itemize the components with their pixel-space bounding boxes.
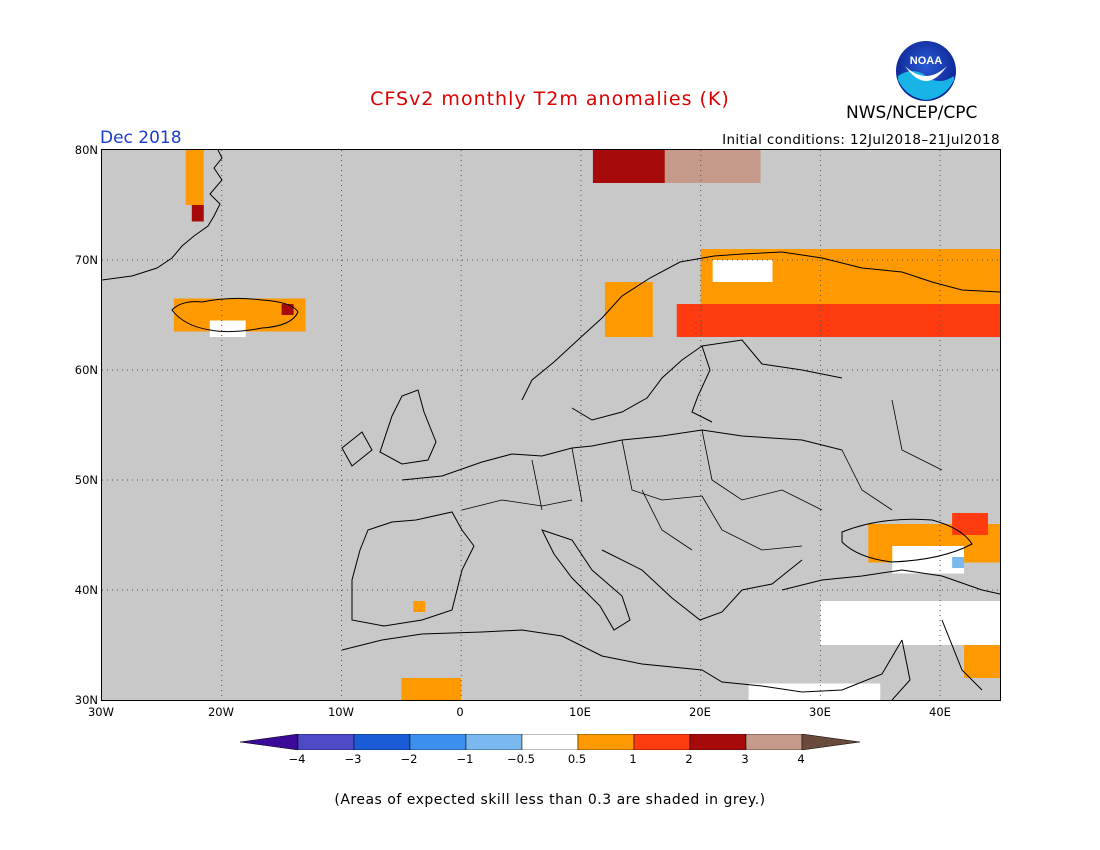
noaa-logo-icon: NOAA (896, 41, 956, 101)
x-tick-30w: 30W (87, 705, 114, 719)
cb-tick: 0.5 (567, 752, 587, 766)
agency-label: NWS/NCEP/CPC (846, 103, 978, 123)
cb-tick: 3 (741, 752, 749, 766)
cb-tick: −0.5 (507, 752, 535, 766)
map-title: CFSv2 monthly T2m anomalies (K) (370, 88, 730, 110)
y-tick-40n: 40N (74, 583, 98, 597)
cb-tick: −3 (344, 752, 362, 766)
logo-text: NOAA (910, 55, 942, 67)
anomaly-cell (185, 150, 204, 205)
anomaly-cell (281, 304, 294, 315)
anomaly-cell (676, 304, 1000, 337)
north-africa-coast (341, 629, 903, 693)
baltic-coast (571, 345, 713, 423)
colorbar-box (353, 734, 411, 750)
initial-conditions: Initial conditions: 12Jul2018–21Jul2018 (722, 132, 1000, 148)
anomaly-cell (952, 513, 989, 535)
anomaly-cell (892, 546, 965, 574)
anomaly-cell (401, 678, 462, 700)
x-tick-10w: 10W (327, 705, 354, 719)
western-europe-coast (401, 429, 843, 481)
colorbar (240, 734, 860, 750)
anomaly-map (101, 149, 1001, 701)
anomaly-cell (604, 282, 653, 337)
cb-tick: −1 (456, 752, 474, 766)
greenland-coast (102, 150, 223, 281)
colorbar-min-arrow (240, 734, 299, 750)
finland-border (701, 339, 843, 379)
colorbar-box (409, 734, 467, 750)
y-tick-60n: 60N (74, 363, 98, 377)
colorbar-box (689, 734, 747, 750)
anomaly-cell (952, 557, 965, 568)
cb-tick: 1 (629, 752, 637, 766)
x-tick-30e: 30E (809, 705, 831, 719)
map-canvas (102, 150, 1000, 700)
cb-tick: 4 (797, 752, 805, 766)
forecast-period: Dec 2018 (100, 128, 182, 148)
anomaly-cell (664, 150, 761, 183)
iceland-coast (171, 297, 299, 333)
y-tick-30n: 30N (74, 693, 98, 707)
x-tick-0: 0 (456, 705, 464, 719)
anomaly-cell (964, 645, 1000, 678)
x-tick-20e: 20E (689, 705, 711, 719)
anomaly-cell (191, 205, 204, 222)
colorbar-max-arrow (801, 734, 860, 750)
map-gridlines (102, 150, 1000, 700)
colorbar-box (297, 734, 355, 750)
black-sea (841, 518, 973, 563)
colorbar-box (577, 734, 635, 750)
x-tick-10e: 10E (569, 705, 591, 719)
anomaly-cells (173, 150, 1000, 700)
cb-tick: −2 (400, 752, 418, 766)
x-tick-20w: 20W (207, 705, 234, 719)
british-isles (341, 389, 437, 467)
colorbar-box (745, 734, 803, 750)
country-borders (461, 399, 943, 551)
footnote: (Areas of expected skill less than 0.3 a… (334, 792, 766, 808)
scandinavia-coast (521, 251, 1000, 401)
y-tick-80n: 80N (74, 143, 98, 157)
italy-coast (541, 529, 631, 631)
y-tick-50n: 50N (74, 473, 98, 487)
coastlines (102, 150, 1000, 700)
iberia-coast (351, 511, 475, 627)
cb-tick: −4 (288, 752, 306, 766)
anomaly-cell (413, 601, 426, 612)
balkans-coast (601, 549, 803, 621)
cb-tick: 2 (685, 752, 693, 766)
colorbar-box (465, 734, 523, 750)
anomaly-cell (712, 260, 773, 282)
anomaly-cell (209, 320, 246, 337)
y-tick-70n: 70N (74, 253, 98, 267)
colorbar-box (521, 734, 579, 750)
colorbar-box (633, 734, 691, 750)
anomaly-cell (820, 601, 1000, 645)
turkey-coast (781, 569, 1000, 595)
x-tick-40e: 40E (929, 705, 951, 719)
middle-east-border (891, 619, 983, 700)
